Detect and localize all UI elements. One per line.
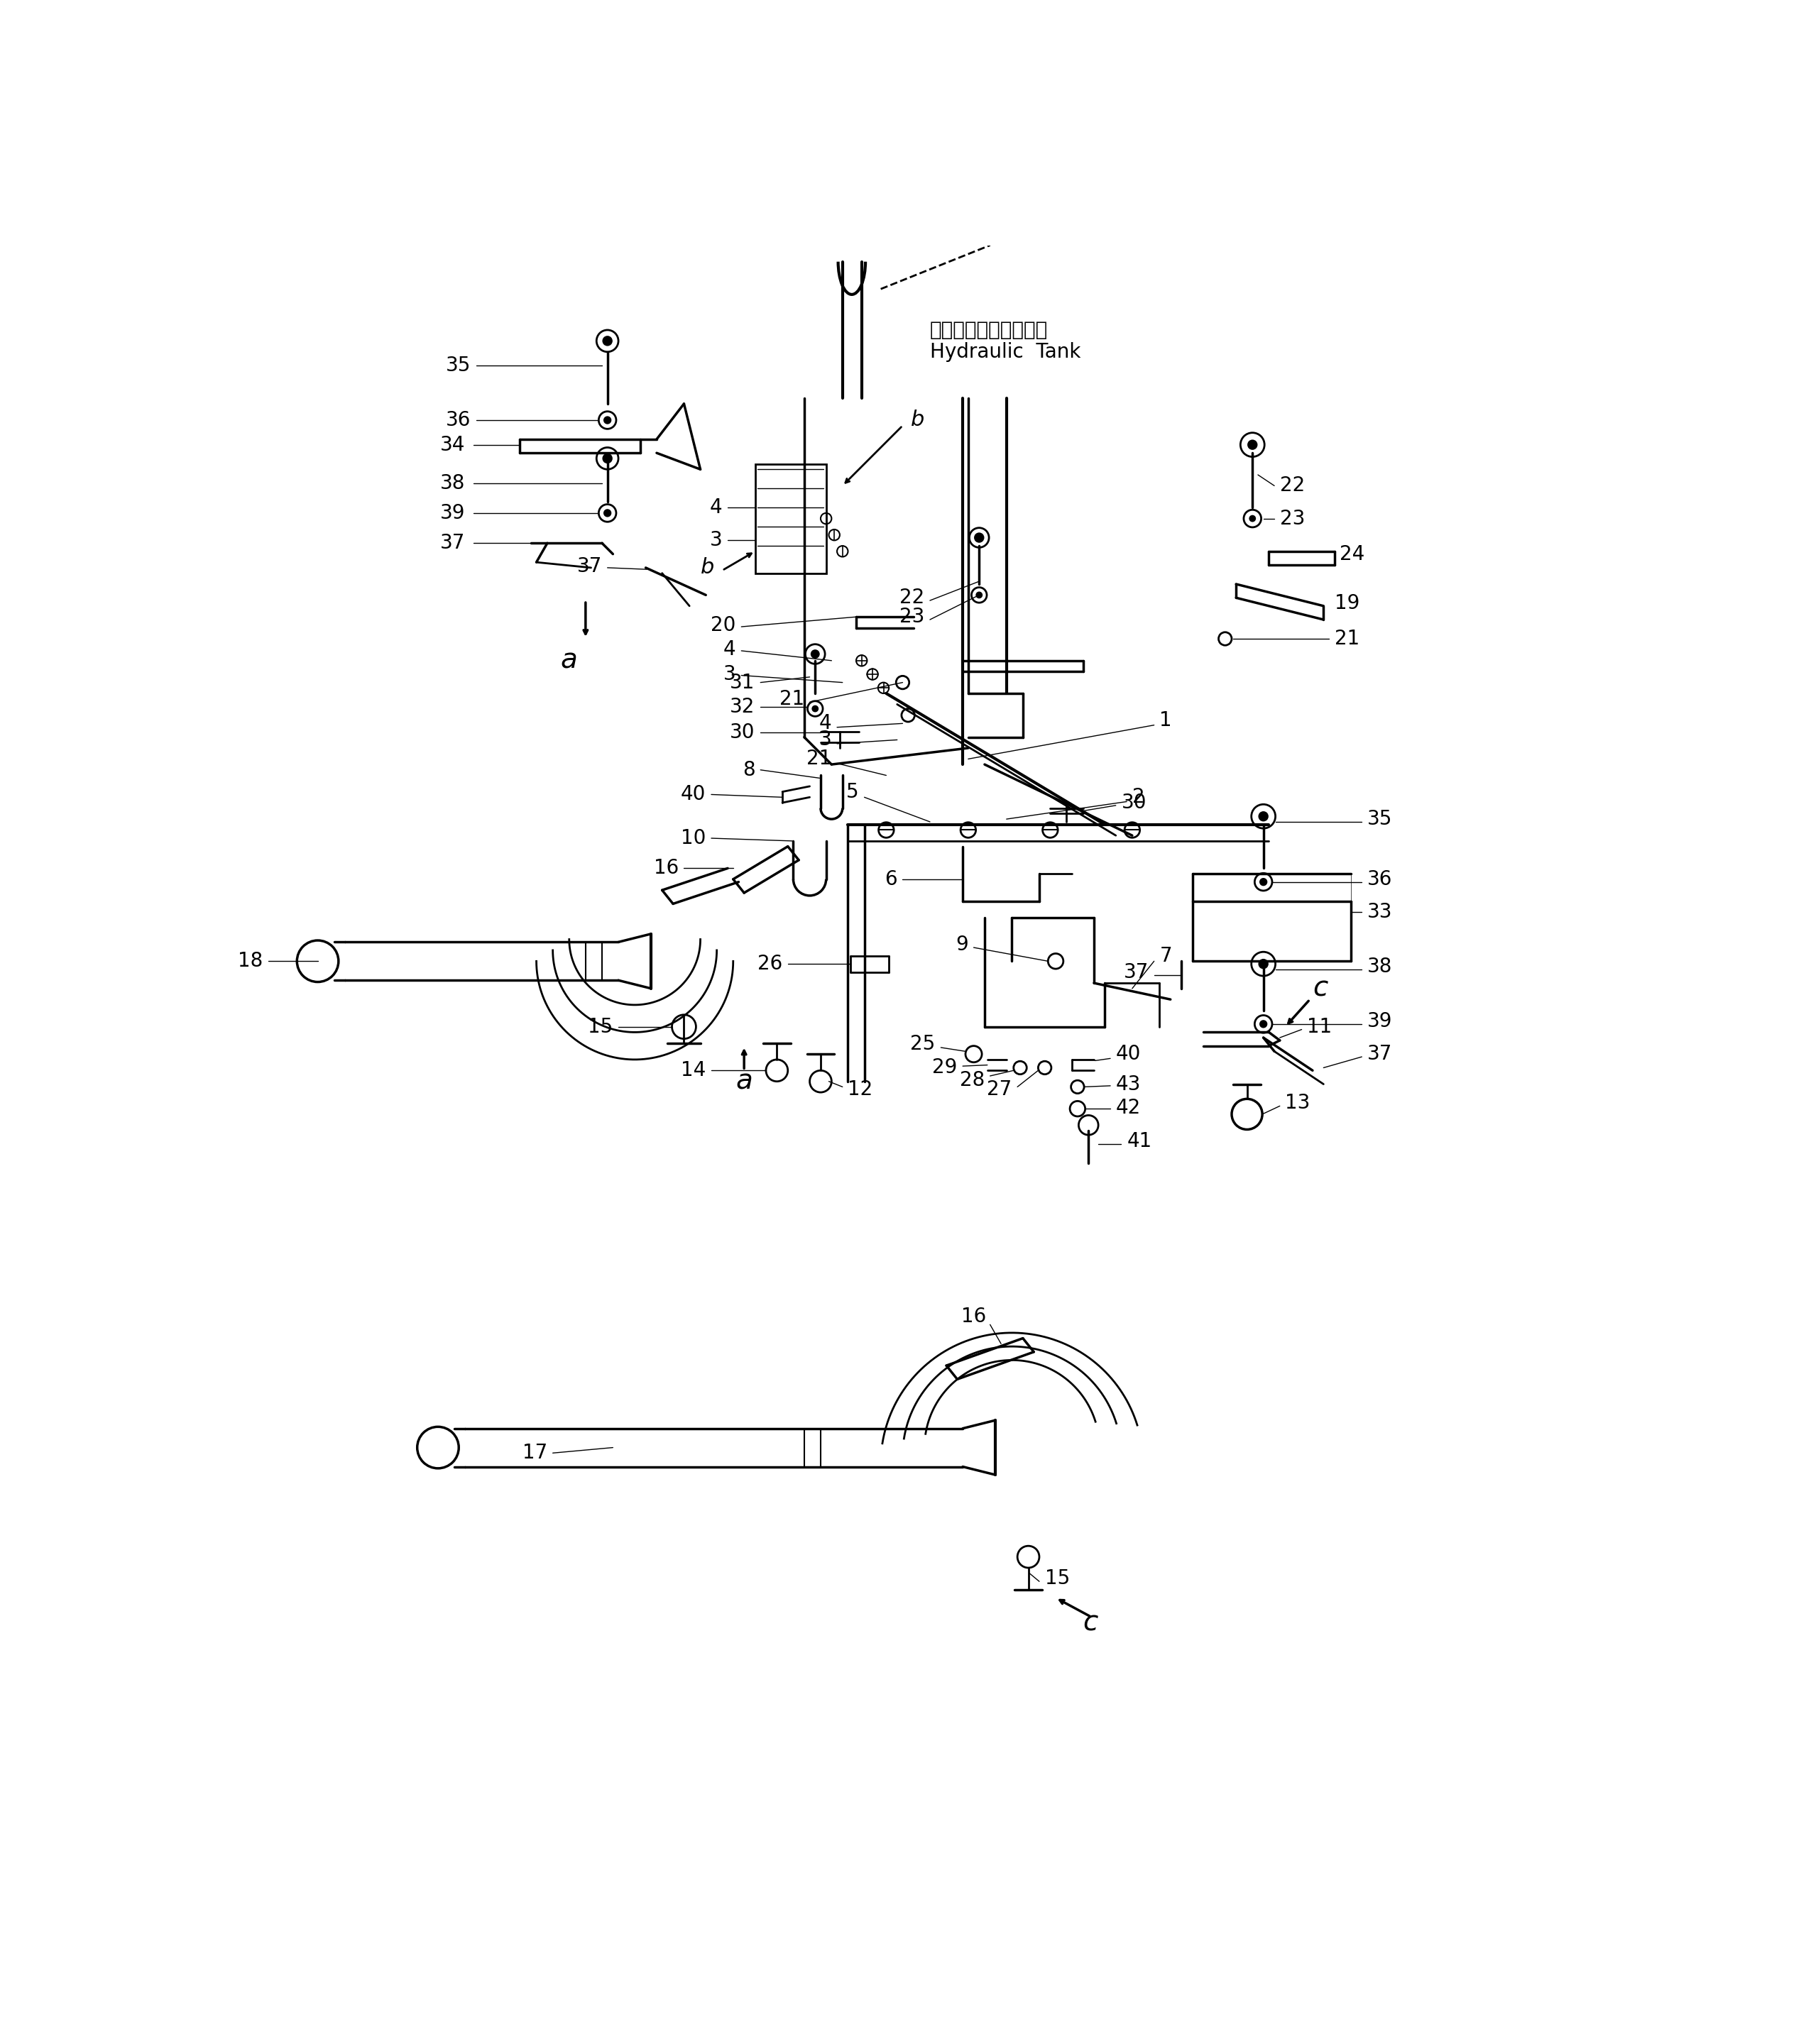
- Text: 23: 23: [1280, 509, 1306, 529]
- Text: b: b: [910, 411, 925, 431]
- Text: 15: 15: [589, 1016, 612, 1036]
- Circle shape: [1259, 959, 1268, 969]
- Text: 3: 3: [722, 664, 735, 685]
- Text: 37: 37: [576, 556, 601, 576]
- Circle shape: [811, 650, 818, 658]
- Text: 35: 35: [446, 356, 471, 376]
- Circle shape: [603, 454, 612, 462]
- Text: 40: 40: [1116, 1044, 1141, 1065]
- Text: 27: 27: [986, 1079, 1011, 1100]
- Text: 3: 3: [710, 531, 722, 550]
- Text: 14: 14: [681, 1061, 706, 1081]
- Text: ハイドロリックタンク: ハイドロリックタンク: [930, 321, 1047, 339]
- Text: 30: 30: [1122, 793, 1147, 814]
- Text: c: c: [1313, 975, 1327, 1002]
- Text: 4: 4: [710, 497, 722, 517]
- Text: 30: 30: [730, 724, 755, 742]
- Text: 36: 36: [1367, 869, 1392, 889]
- Text: 8: 8: [742, 760, 755, 781]
- Text: a: a: [560, 648, 578, 675]
- Text: 16: 16: [654, 858, 679, 879]
- Text: 3: 3: [818, 730, 831, 750]
- Text: 37: 37: [1123, 963, 1149, 981]
- Text: 1: 1: [1159, 711, 1172, 730]
- Text: 5: 5: [847, 781, 860, 801]
- Circle shape: [605, 417, 610, 423]
- Text: 13: 13: [1286, 1094, 1311, 1114]
- Circle shape: [977, 593, 982, 597]
- Text: 36: 36: [446, 411, 471, 429]
- Text: 34: 34: [441, 435, 466, 454]
- Text: 21: 21: [1335, 630, 1360, 648]
- Text: 20: 20: [712, 615, 735, 636]
- Text: 4: 4: [724, 640, 735, 660]
- Text: 35: 35: [1367, 809, 1392, 830]
- Text: 10: 10: [681, 828, 706, 848]
- Text: 22: 22: [899, 589, 925, 607]
- Circle shape: [1261, 879, 1266, 885]
- Text: 19: 19: [1335, 593, 1360, 613]
- Circle shape: [605, 509, 610, 517]
- Text: 28: 28: [959, 1071, 984, 1089]
- Text: 40: 40: [681, 785, 706, 805]
- Circle shape: [603, 337, 612, 345]
- Text: 39: 39: [1367, 1012, 1392, 1032]
- Text: 33: 33: [1367, 901, 1392, 922]
- Text: 22: 22: [1280, 476, 1304, 495]
- Text: 15: 15: [1044, 1570, 1069, 1588]
- Text: 23: 23: [899, 607, 925, 628]
- Text: 37: 37: [1367, 1044, 1392, 1065]
- Text: 41: 41: [1127, 1132, 1152, 1151]
- Text: 43: 43: [1116, 1075, 1141, 1094]
- Text: b: b: [701, 558, 713, 578]
- Text: Hydraulic  Tank: Hydraulic Tank: [930, 341, 1080, 362]
- Circle shape: [813, 705, 818, 711]
- Text: 24: 24: [1340, 544, 1365, 564]
- Text: 38: 38: [441, 472, 466, 493]
- Text: a: a: [735, 1067, 753, 1096]
- Text: 42: 42: [1116, 1098, 1141, 1118]
- Text: 6: 6: [885, 869, 898, 889]
- Text: 18: 18: [238, 950, 264, 971]
- Text: c: c: [1084, 1609, 1098, 1635]
- Text: 11: 11: [1308, 1016, 1333, 1036]
- Text: 31: 31: [730, 672, 755, 693]
- Circle shape: [1250, 515, 1255, 521]
- Circle shape: [1259, 811, 1268, 822]
- Text: 7: 7: [1159, 946, 1172, 965]
- Text: 21: 21: [807, 748, 831, 769]
- Text: 29: 29: [932, 1059, 957, 1077]
- Text: 9: 9: [955, 934, 968, 955]
- Text: 16: 16: [961, 1306, 986, 1327]
- Text: 39: 39: [441, 503, 466, 523]
- Text: 26: 26: [757, 955, 782, 973]
- Circle shape: [975, 533, 984, 542]
- Bar: [755, 464, 825, 572]
- Text: 21: 21: [778, 689, 804, 709]
- Text: 17: 17: [522, 1443, 547, 1464]
- Circle shape: [1248, 439, 1257, 450]
- Text: 2: 2: [1132, 787, 1145, 807]
- Text: 32: 32: [730, 697, 755, 717]
- Text: 12: 12: [849, 1079, 872, 1100]
- Circle shape: [1261, 1020, 1266, 1028]
- Text: 37: 37: [441, 533, 466, 554]
- Text: 25: 25: [910, 1034, 936, 1055]
- Text: 38: 38: [1367, 957, 1392, 977]
- Text: 4: 4: [820, 713, 831, 734]
